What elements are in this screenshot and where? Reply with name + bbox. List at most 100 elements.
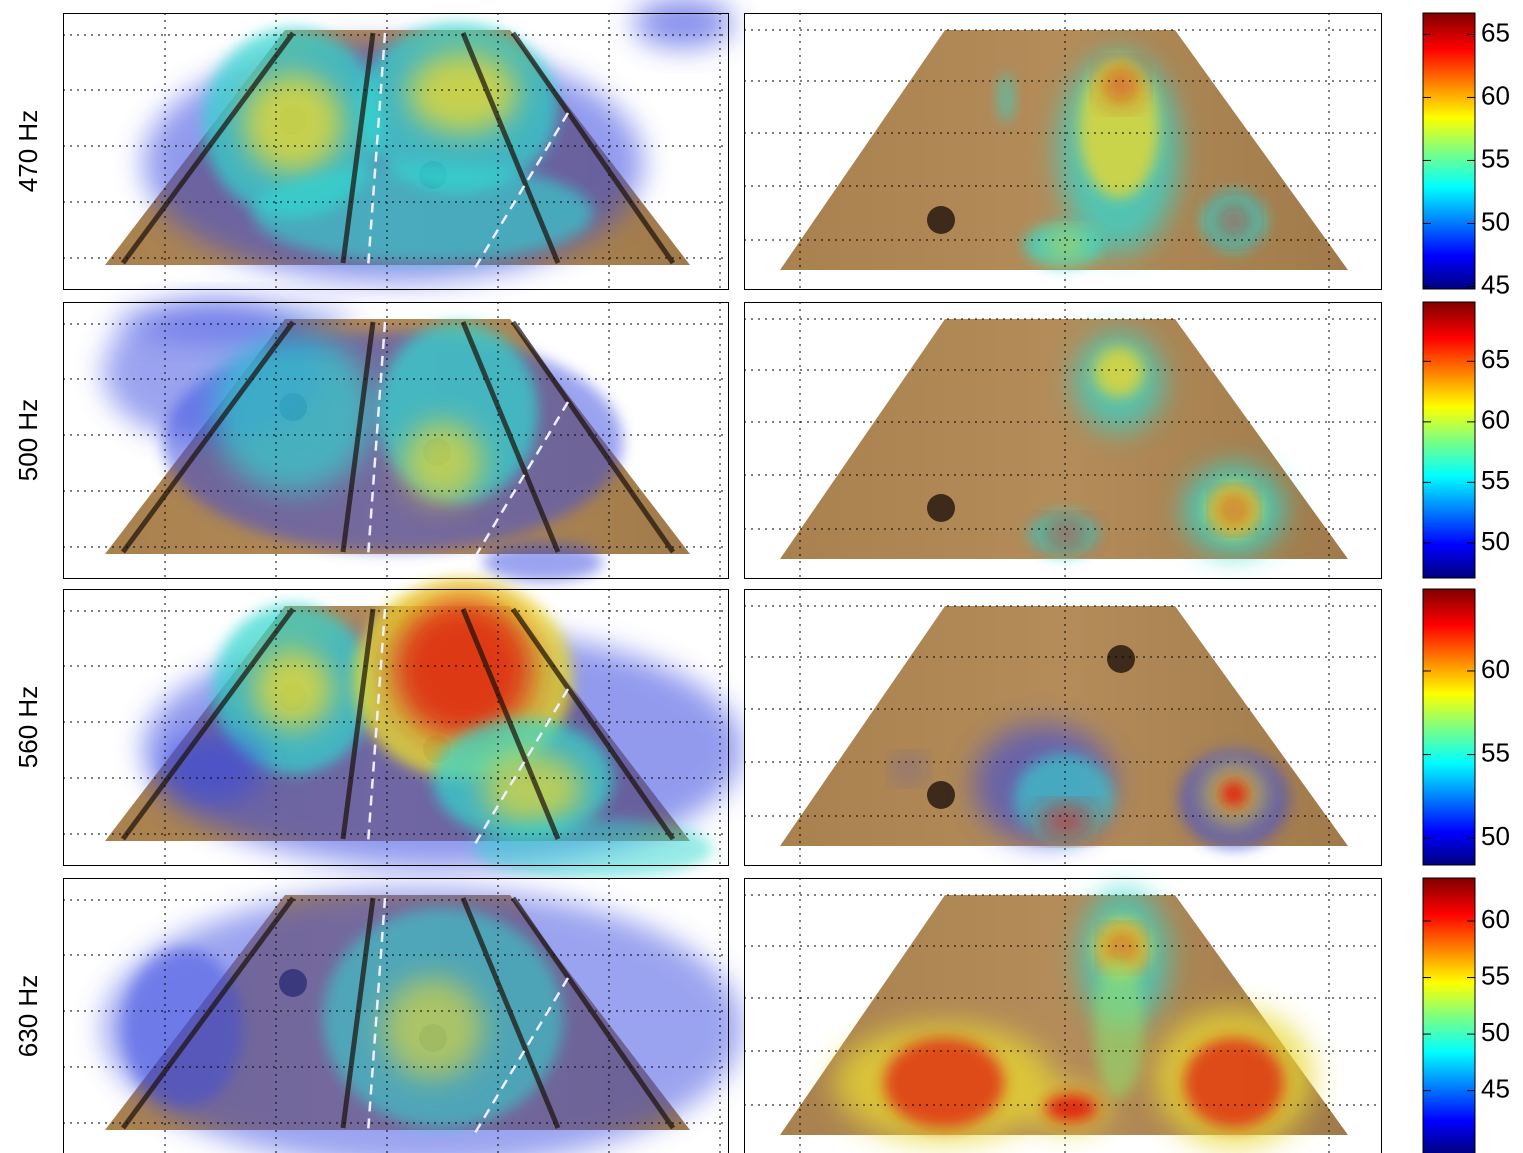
- panel-border: [744, 302, 1382, 579]
- row-label: 560 Hz: [13, 686, 43, 768]
- guide-line: [366, 321, 387, 558]
- heat-blob: [633, 0, 733, 48]
- heat-blob: [1108, 934, 1136, 962]
- right-panel: [744, 878, 1382, 1153]
- heat-blob: [408, 53, 518, 133]
- heat-blob: [1038, 809, 1094, 835]
- heat-blob: [1044, 522, 1088, 546]
- heatmap: [143, 0, 733, 283]
- heat-blob: [1079, 58, 1159, 198]
- heat-blob: [163, 734, 263, 804]
- bridge: [510, 607, 676, 841]
- heat-blob: [253, 163, 593, 263]
- heat-blob: [383, 978, 483, 1078]
- bridge: [460, 608, 561, 840]
- bridge: [120, 607, 296, 841]
- bridge: [120, 31, 296, 265]
- right-panel: [744, 13, 1382, 290]
- left-panel: [63, 302, 729, 582]
- colorbar-tick-label: 50: [1481, 526, 1510, 556]
- heat-blob: [1220, 496, 1248, 524]
- heatmap: [834, 888, 1314, 1148]
- guide-line: [473, 112, 570, 269]
- heat-blob: [1094, 347, 1144, 397]
- heat-blob: [1045, 1094, 1097, 1122]
- panel-border: [744, 589, 1382, 866]
- colorbar-tick-label: 65: [1481, 17, 1510, 47]
- heat-blob: [1220, 780, 1248, 808]
- bridge: [340, 608, 376, 840]
- colorbar-tick-label: 60: [1481, 80, 1510, 110]
- colorbar: [1422, 877, 1476, 1153]
- row-label: 470 Hz: [13, 110, 43, 192]
- bridge: [510, 896, 676, 1130]
- heat-blob: [884, 1038, 1004, 1128]
- panel-border: [63, 13, 729, 290]
- heat-blob: [393, 599, 533, 739]
- colorbar-tick-label: 55: [1481, 143, 1510, 173]
- bridge: [340, 321, 376, 553]
- left-panel: [63, 579, 743, 879]
- heat-blob: [897, 759, 921, 779]
- panel-border: [63, 878, 729, 1153]
- bridge: [340, 897, 376, 1129]
- colorbar-tick-label: 50: [1481, 1017, 1510, 1047]
- bridge: [510, 31, 676, 265]
- guide-line: [366, 897, 387, 1134]
- heat-blob: [1219, 206, 1249, 236]
- guide-line: [473, 977, 570, 1134]
- heat-blob: [1105, 69, 1137, 101]
- heatmap: [103, 888, 743, 1153]
- bridge: [460, 32, 561, 264]
- colorbar-tick-label: 45: [1481, 1074, 1510, 1104]
- left-panel: [63, 0, 733, 290]
- row-label: 630 Hz: [13, 975, 43, 1057]
- heatmap: [1029, 332, 1284, 556]
- right-panel: [744, 302, 1382, 579]
- heat-blob: [123, 948, 243, 1108]
- guide-line: [473, 401, 570, 558]
- heat-blob: [1184, 1038, 1284, 1128]
- sound-hole: [927, 494, 955, 522]
- guide-line: [366, 608, 387, 845]
- colorbar-tick-label: 50: [1481, 821, 1510, 851]
- colorbar-tick-label: 50: [1481, 206, 1510, 236]
- heat-blob: [483, 542, 603, 582]
- colorbar: [1422, 588, 1476, 866]
- panel-border: [744, 878, 1382, 1153]
- guide-line: [366, 32, 387, 269]
- left-panel: [63, 878, 743, 1153]
- heat-blob: [403, 422, 483, 502]
- colorbar-tick-label: 55: [1481, 465, 1510, 495]
- sound-hole: [927, 206, 955, 234]
- sound-hole: [927, 781, 955, 809]
- colorbar-tick-label: 55: [1481, 960, 1510, 990]
- colorbar-tick-label: 60: [1481, 405, 1510, 435]
- colorbar: [1422, 12, 1476, 290]
- bridge: [120, 896, 296, 1130]
- panel-border: [744, 13, 1382, 290]
- bridge: [340, 32, 376, 264]
- heat-blob: [473, 819, 713, 879]
- heat-blob: [998, 73, 1014, 123]
- heatmap: [998, 53, 1266, 267]
- heatmap: [897, 724, 1289, 849]
- right-panel: [744, 589, 1382, 866]
- heat-blob: [483, 754, 583, 824]
- colorbar: [1422, 301, 1476, 579]
- panel-border: [63, 302, 729, 579]
- colorbar-tick-label: 60: [1481, 654, 1510, 684]
- panel-border: [63, 589, 729, 866]
- heat-blob: [113, 302, 353, 342]
- bridge: [120, 320, 296, 554]
- colorbar-tick-label: 55: [1481, 737, 1510, 767]
- heat-blob: [213, 332, 373, 492]
- heat-blob: [253, 649, 333, 729]
- row-label: 500 Hz: [13, 399, 43, 481]
- bridge: [510, 320, 676, 554]
- colorbar-tick-label: 65: [1481, 344, 1510, 374]
- heat-blob: [1094, 958, 1144, 1098]
- bridge: [460, 321, 561, 553]
- heat-blob: [1046, 233, 1086, 257]
